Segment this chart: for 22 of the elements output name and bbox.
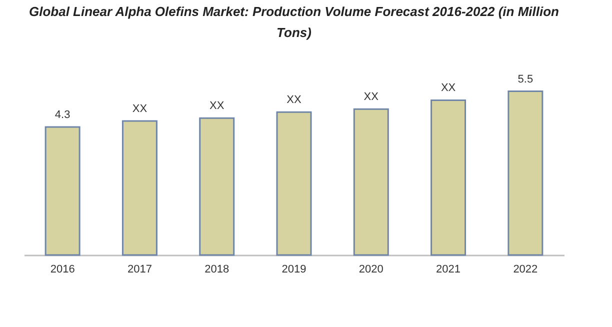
- bar: [276, 111, 312, 256]
- bar: [508, 90, 544, 256]
- bar: [430, 99, 466, 256]
- x-tick-label: 2016: [50, 264, 75, 276]
- data-label: XX: [440, 82, 456, 94]
- bar: [199, 117, 235, 256]
- bar: [122, 120, 158, 256]
- chart-title: Global Linear Alpha Olefins Market: Production Volume Forecast 2016-2022 (in Million Tons): [29, 4, 560, 40]
- data-label: 5.5: [518, 73, 534, 86]
- data-label: XX: [210, 100, 225, 112]
- x-tick-label: 2019: [282, 264, 306, 276]
- x-tick-label: 2018: [204, 264, 230, 276]
- x-tick-label: 2020: [358, 264, 384, 276]
- data-label: XX: [132, 103, 148, 116]
- data-label: 4.3: [54, 109, 70, 122]
- x-tick-label: 2017: [127, 264, 152, 276]
- bar: [44, 126, 80, 256]
- bar: [353, 108, 389, 256]
- data-label: XX: [286, 94, 302, 106]
- x-tick-label: 2022: [513, 264, 538, 276]
- x-tick-label: 2021: [436, 264, 461, 276]
- data-label: XX: [364, 91, 380, 104]
